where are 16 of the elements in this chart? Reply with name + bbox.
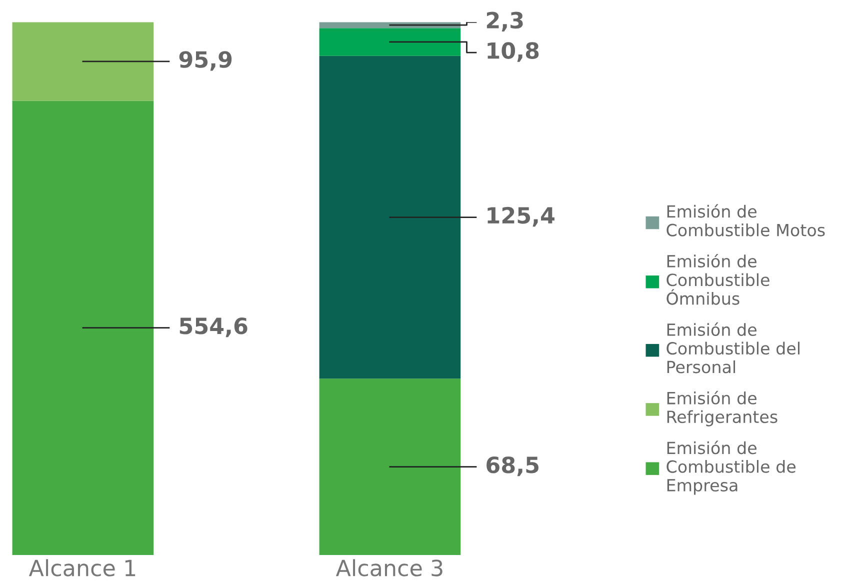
data-label: 10,8 xyxy=(488,42,539,62)
bar xyxy=(319,56,461,379)
data-label: 68,5 xyxy=(486,456,538,476)
legend-label: Emisión de Combustible Motos xyxy=(666,204,825,236)
data-label: 2,3 xyxy=(486,12,523,32)
data-label: 554,6 xyxy=(180,318,248,338)
x-tick-label: Alcance 1 xyxy=(28,559,136,576)
legend-label: Emisión de Combustible del Personal xyxy=(666,322,800,374)
x-tick-label: Alcance 3 xyxy=(336,559,442,576)
data-label: 95,9 xyxy=(179,51,232,71)
legend-label: Emisión de Refrigerantes xyxy=(667,390,778,426)
data-label: 125,4 xyxy=(488,206,554,227)
bar xyxy=(319,28,461,56)
bar xyxy=(319,378,461,556)
legend-label: Emisión de Combustible Ómnibus xyxy=(666,254,770,305)
legend-label: Emisión de Combustible de Empresa xyxy=(666,440,796,495)
